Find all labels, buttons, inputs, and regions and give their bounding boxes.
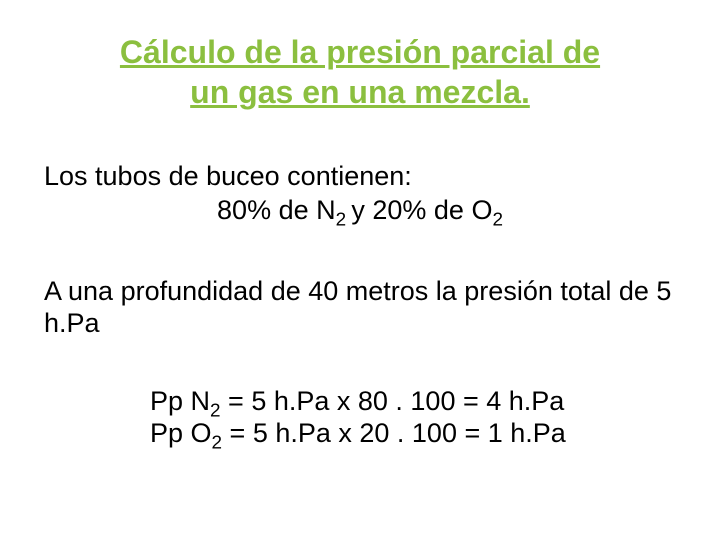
- calc-line-1: Pp N2 = 5 h.Pa x 80 . 100 = 4 h.Pa: [150, 385, 566, 417]
- composition-line: 80% de N2 y 20% de O2: [44, 194, 676, 226]
- title-line-1: Cálculo de la presión parcial de: [120, 34, 600, 70]
- calc2-rest: = 5 h.Pa x 20 . 100 = 1 h.Pa: [222, 418, 566, 448]
- calculations-block: Pp N2 = 5 h.Pa x 80 . 100 = 4 h.Pa Pp O2…: [150, 385, 566, 450]
- calc1-prefix: Pp N: [150, 386, 210, 416]
- composition-prefix: 80% de N: [217, 195, 336, 225]
- depth-paragraph: A una profundidad de 40 metros la presió…: [44, 275, 676, 340]
- o2-subscript: 2: [492, 209, 503, 230]
- calc1-rest: = 5 h.Pa x 80 . 100 = 4 h.Pa: [221, 386, 565, 416]
- calc2-sub: 2: [212, 433, 223, 454]
- title-line-2: un gas en una mezcla.: [190, 74, 530, 110]
- calc-line-2: Pp O2 = 5 h.Pa x 20 . 100 = 1 h.Pa: [150, 417, 566, 449]
- calc2-prefix: Pp O: [150, 418, 212, 448]
- slide-title: Cálculo de la presión parcial de un gas …: [0, 32, 720, 112]
- composition-mid: y 20% de O: [351, 195, 492, 225]
- intro-line: Los tubos de buceo contienen:: [44, 160, 412, 192]
- slide: Cálculo de la presión parcial de un gas …: [0, 0, 720, 540]
- n2-subscript: 2: [336, 209, 352, 230]
